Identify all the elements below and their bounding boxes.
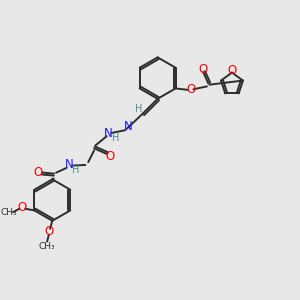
Text: H: H: [72, 165, 80, 175]
Text: N: N: [104, 127, 113, 140]
Text: O: O: [34, 166, 43, 179]
Text: O: O: [106, 149, 115, 163]
Text: O: O: [186, 83, 195, 96]
Text: O: O: [44, 225, 53, 238]
Text: N: N: [64, 158, 74, 171]
Text: CH₃: CH₃: [0, 208, 17, 217]
Text: O: O: [198, 63, 207, 76]
Text: O: O: [227, 64, 237, 77]
Text: H: H: [135, 103, 142, 114]
Text: O: O: [18, 201, 27, 214]
Text: CH₃: CH₃: [39, 242, 56, 250]
Text: H: H: [112, 134, 119, 143]
Text: N: N: [124, 120, 132, 133]
